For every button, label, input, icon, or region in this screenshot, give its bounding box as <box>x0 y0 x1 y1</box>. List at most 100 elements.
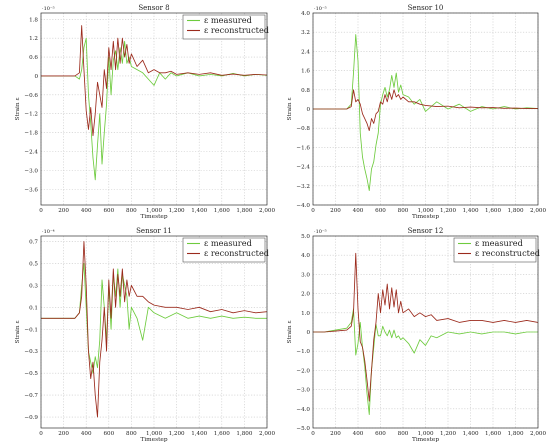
x-tick-label: 2,000 <box>259 431 275 437</box>
y-tick-label: 0 <box>306 330 310 336</box>
x-tick-label: 1,000 <box>417 431 433 437</box>
x-tick-label: 0 <box>311 208 315 214</box>
y-tick-label: −0.5 <box>24 371 38 377</box>
y-axis-exponent: ·10⁻⁵ <box>42 6 55 12</box>
x-tick-label: 0 <box>311 431 315 437</box>
y-tick-label: −0.9 <box>24 415 38 421</box>
y-tick-label: 2.4 <box>301 49 310 55</box>
x-tick-label: 1,800 <box>236 431 252 437</box>
x-tick-label: 1,600 <box>214 431 230 437</box>
series-line-measured <box>313 34 539 192</box>
x-axis-label: Timestep <box>412 214 439 220</box>
y-tick-label: 1.6 <box>301 69 310 75</box>
x-tick-label: 400 <box>81 431 92 437</box>
series-line-reconstructed <box>313 89 538 132</box>
x-tick-label: 0 <box>39 208 43 214</box>
y-tick-label: −0.6 <box>24 93 38 99</box>
x-tick-label: 1,800 <box>507 431 523 437</box>
legend-box <box>453 237 537 263</box>
chart-title: Sensor 12 <box>408 227 444 235</box>
y-tick-label: 0 <box>306 107 310 113</box>
y-tick-label: 0.5 <box>29 261 38 267</box>
x-tick-label: 200 <box>58 431 69 437</box>
y-tick-label: −0.1 <box>24 327 38 333</box>
x-tick-label: 1,200 <box>169 431 185 437</box>
x-axis-label: Timestep <box>412 437 439 443</box>
y-axis-label: Strain ε <box>15 98 21 121</box>
x-tick-label: 600 <box>375 208 386 214</box>
x-tick-label: 400 <box>353 431 364 437</box>
x-tick-label: 800 <box>398 208 409 214</box>
x-tick-label: 1,000 <box>417 208 433 214</box>
y-tick-label: −0.7 <box>24 393 38 399</box>
x-tick-label: 1,600 <box>485 431 501 437</box>
x-tick-label: 1,400 <box>191 431 207 437</box>
y-axis-label: Strain ε <box>287 321 293 344</box>
x-tick-label: 1,000 <box>146 208 162 214</box>
y-tick-label: 1.2 <box>29 36 38 42</box>
x-axis-label: Timestep <box>140 437 167 443</box>
x-tick-label: 400 <box>81 208 92 214</box>
x-tick-label: 1,400 <box>462 208 478 214</box>
x-axis-label: Timestep <box>140 214 167 220</box>
plot-frame <box>312 235 539 429</box>
series-line-measured <box>41 263 267 374</box>
plot-frame <box>40 12 268 206</box>
plot-frame <box>312 12 539 206</box>
chart-panel-3: 0 200 400 600 800 1,000 1,200 1,400 1,600 1,800 2,… <box>15 227 275 443</box>
x-tick-label: 2,000 <box>530 431 546 437</box>
x-tick-label: 800 <box>126 208 137 214</box>
y-tick-label: 0.3 <box>29 283 38 289</box>
y-tick-label: 4.0 <box>301 11 310 17</box>
y-tick-label: −3.6 <box>24 187 38 193</box>
y-tick-label: −1.6 <box>296 145 310 151</box>
y-tick-label: −3.0 <box>24 168 38 174</box>
legend-label-measured: ε measured <box>204 238 252 248</box>
legend-label-reconstructed: ε reconstructed <box>475 248 540 258</box>
y-tick-label: −2.0 <box>296 368 310 374</box>
x-tick-label: 1,200 <box>440 431 456 437</box>
y-tick-label: 5.0 <box>301 234 310 240</box>
x-tick-label: 1,600 <box>214 208 230 214</box>
y-tick-label: −1.0 <box>296 349 310 355</box>
series-line-reconstructed <box>41 25 268 137</box>
x-tick-label: 1,800 <box>507 208 523 214</box>
x-tick-label: 1,400 <box>462 431 478 437</box>
y-tick-label: 4.0 <box>301 253 310 259</box>
chart-panel-4: 0 200 400 600 800 1,000 1,200 1,400 1,600 1,800 2,… <box>287 227 546 443</box>
x-tick-label: 200 <box>58 208 69 214</box>
y-tick-label: 3.2 <box>301 30 310 36</box>
series-line-measured <box>313 308 538 415</box>
x-tick-label: 800 <box>126 431 137 437</box>
y-tick-label: 1.0 <box>301 311 310 317</box>
y-tick-label: −1.2 <box>24 112 38 118</box>
series-line-reconstructed <box>41 241 268 418</box>
legend-box <box>182 14 266 40</box>
y-tick-label: −3.2 <box>296 184 310 190</box>
x-tick-label: 200 <box>330 208 341 214</box>
legend-label-measured: ε measured <box>204 15 252 25</box>
x-tick-label: 1,200 <box>169 208 185 214</box>
y-tick-label: −0.8 <box>296 126 310 132</box>
y-tick-label: −4.0 <box>296 407 310 413</box>
chart-title: Sensor 8 <box>138 4 169 12</box>
x-tick-label: 1,400 <box>191 208 207 214</box>
x-tick-label: 2,000 <box>530 208 546 214</box>
chart-title: Sensor 10 <box>408 4 444 12</box>
plot-frame <box>40 235 268 429</box>
y-tick-label: 0 <box>34 74 38 80</box>
y-tick-label: −5.0 <box>296 426 310 432</box>
y-tick-label: 0.1 <box>29 305 38 311</box>
y-axis-label: Strain ε <box>287 98 293 121</box>
y-axis-exponent: ·10⁻⁵ <box>314 6 327 12</box>
x-tick-label: 1,800 <box>236 208 252 214</box>
x-tick-label: 200 <box>330 431 341 437</box>
y-tick-label: 1.8 <box>29 17 38 23</box>
x-tick-label: 800 <box>398 431 409 437</box>
x-tick-label: 600 <box>103 431 114 437</box>
y-tick-label: −0.3 <box>24 349 38 355</box>
